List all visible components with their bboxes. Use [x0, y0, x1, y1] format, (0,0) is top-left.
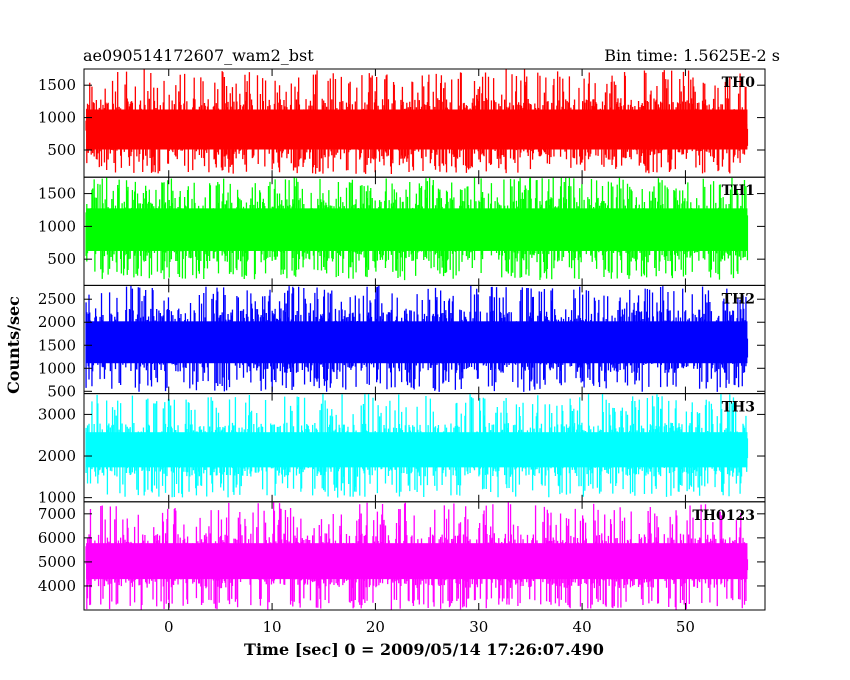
panel-label-th3: TH3	[722, 400, 755, 416]
y-tick-label-th0: 1500	[38, 76, 76, 94]
y-tick-label-th2: 1000	[38, 359, 76, 377]
y-tick-label-th2: 2500	[38, 290, 76, 308]
panel-label-th1: TH1	[722, 183, 755, 199]
panel-label-th0: TH0	[722, 75, 756, 91]
series-core-th2	[86, 321, 748, 364]
y-tick-label-th0: 1000	[38, 109, 76, 127]
x-tick-label: 30	[469, 618, 488, 636]
panel-frame-th0123	[83, 501, 766, 611]
y-tick-label-th1: 1000	[38, 217, 76, 235]
series-core-th0	[86, 109, 748, 150]
y-tick-label-th0123: 7000	[38, 505, 76, 523]
x-tick-label: 10	[263, 618, 282, 636]
y-tick-label-th2: 1500	[38, 336, 76, 354]
series-core-th1	[86, 208, 748, 251]
y-tick-label-th2: 2000	[38, 313, 76, 331]
y-tick-label-th0123: 5000	[38, 553, 76, 571]
panel-label-th0123: TH0123	[692, 508, 755, 524]
y-tick-label-th3: 3000	[38, 405, 76, 423]
y-tick-label-th3: 2000	[38, 447, 76, 465]
x-axis-title: Time [sec] 0 = 2009/05/14 17:26:07.490	[244, 640, 604, 659]
y-tick-label-th0: 500	[47, 141, 76, 159]
chart-title: ae090514172607_wam2_bst	[83, 46, 314, 65]
x-tick-label: 0	[164, 618, 174, 636]
y-tick-label-th0123: 6000	[38, 529, 76, 547]
series-core-th0123	[86, 543, 748, 580]
y-tick-label-th2: 500	[47, 382, 76, 400]
x-tick-label: 50	[676, 618, 695, 636]
bin-time-label: Bin time: 1.5625E-2 s	[604, 46, 780, 65]
panel-label-th2: TH2	[722, 291, 755, 307]
x-tick-label: 20	[366, 618, 385, 636]
y-tick-label-th1: 500	[47, 250, 76, 268]
y-tick-label-th0123: 4000	[38, 577, 76, 595]
y-tick-label-th1: 1500	[38, 185, 76, 203]
series-core-th3	[86, 432, 748, 468]
y-tick-label-th3: 1000	[38, 489, 76, 507]
x-tick-label: 40	[573, 618, 592, 636]
y-axis-title: Counts/sec	[4, 296, 23, 394]
